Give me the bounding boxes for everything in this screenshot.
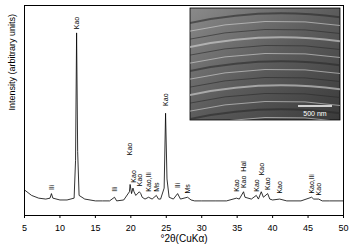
svg-text:Kao: Kao xyxy=(233,179,240,192)
svg-text:Ili: Ili xyxy=(174,183,181,189)
svg-text:30: 30 xyxy=(197,223,207,233)
svg-text:500 nm: 500 nm xyxy=(303,110,327,117)
svg-text:Kao: Kao xyxy=(315,183,322,196)
svg-text:10: 10 xyxy=(55,223,65,233)
svg-text:°2θ(CuKα): °2θ(CuKα) xyxy=(160,233,207,244)
svg-text:Kao,Ili: Kao,Ili xyxy=(145,172,152,192)
svg-text:25: 25 xyxy=(161,223,171,233)
svg-text:35: 35 xyxy=(232,223,242,233)
svg-text:50: 50 xyxy=(338,223,348,233)
svg-text:Kao: Kao xyxy=(130,170,138,183)
svg-text:Ili: Ili xyxy=(48,184,55,190)
svg-text:Ms: Ms xyxy=(153,182,160,192)
svg-text:Kao,Ili: Kao,Ili xyxy=(308,174,315,194)
svg-text:40: 40 xyxy=(268,223,278,233)
svg-text:5: 5 xyxy=(22,223,27,233)
svg-text:Hal: Hal xyxy=(240,161,247,172)
svg-text:Kao: Kao xyxy=(276,181,283,194)
svg-text:Kao: Kao xyxy=(240,176,247,189)
svg-text:Kao: Kao xyxy=(258,163,265,176)
svg-text:Ms: Ms xyxy=(184,184,191,194)
svg-text:Kao: Kao xyxy=(264,177,271,190)
svg-text:Kao: Kao xyxy=(73,17,80,30)
svg-text:Kao: Kao xyxy=(253,179,260,192)
svg-text:15: 15 xyxy=(90,223,100,233)
svg-text:Kao: Kao xyxy=(126,143,133,156)
svg-text:Kao: Kao xyxy=(162,93,169,106)
svg-text:Intensity (arbitrary units): Intensity (arbitrary units) xyxy=(7,14,17,111)
svg-text:Kao: Kao xyxy=(136,174,143,187)
svg-text:Ili: Ili xyxy=(111,186,118,192)
svg-text:45: 45 xyxy=(303,223,313,233)
svg-text:20: 20 xyxy=(126,223,136,233)
